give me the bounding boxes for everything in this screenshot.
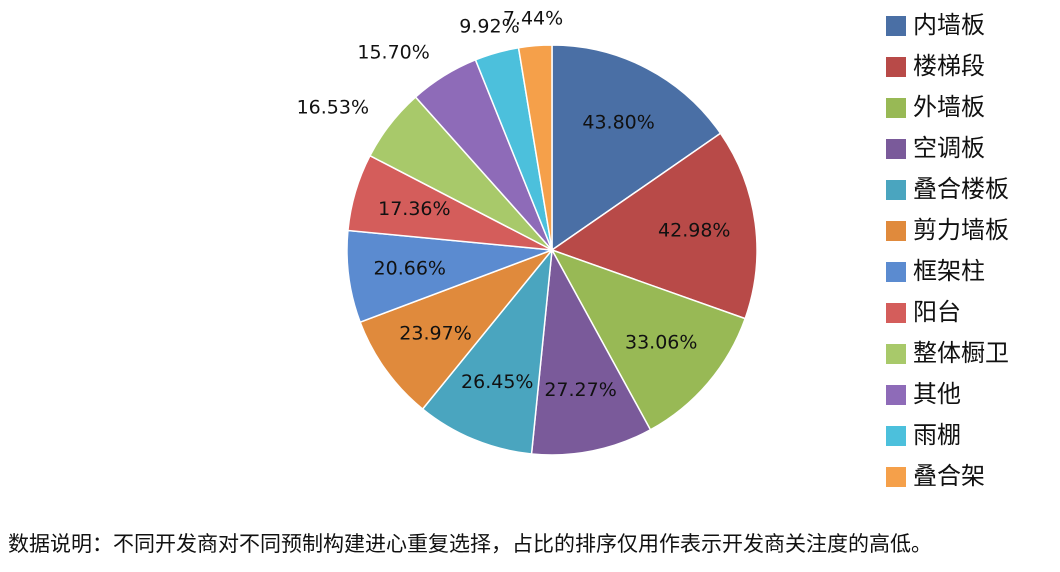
legend-swatch bbox=[886, 221, 906, 241]
legend-swatch bbox=[886, 57, 906, 77]
data-label: 7.44% bbox=[503, 8, 563, 30]
legend-swatch bbox=[886, 344, 906, 364]
footnote: 数据说明：不同开发商对不同预制构建进心重复选择，占比的排序仅用作表示开发商关注度… bbox=[8, 532, 932, 556]
data-label: 20.66% bbox=[374, 257, 446, 279]
pie-slice bbox=[551, 44, 722, 252]
pie-slice bbox=[421, 247, 553, 455]
pie-slice bbox=[550, 132, 758, 320]
data-label: 15.70% bbox=[357, 42, 429, 64]
legend-label: 整体橱卫 bbox=[913, 339, 1009, 367]
legend-label: 楼梯段 bbox=[913, 52, 985, 80]
data-label: 43.80% bbox=[582, 111, 654, 133]
data-label: 26.45% bbox=[461, 371, 533, 393]
legend-swatch bbox=[886, 180, 906, 200]
legend-swatch bbox=[886, 98, 906, 118]
pie-slice bbox=[530, 247, 652, 456]
legend-label: 内墙板 bbox=[913, 11, 985, 39]
legend-swatch bbox=[886, 262, 906, 282]
legend-label: 雨棚 bbox=[913, 421, 961, 449]
legend-label: 叠合楼板 bbox=[913, 175, 1009, 203]
legend-label: 空调板 bbox=[913, 134, 985, 162]
data-label: 16.53% bbox=[297, 96, 369, 118]
legend-swatch bbox=[886, 16, 906, 36]
legend-swatch bbox=[886, 385, 906, 405]
legend-label: 其他 bbox=[913, 380, 961, 408]
pie-slice bbox=[550, 248, 747, 431]
legend-label: 框架柱 bbox=[913, 257, 985, 285]
data-label: 9.92% bbox=[459, 15, 519, 37]
legend-label: 阳台 bbox=[913, 298, 961, 326]
data-label: 42.98% bbox=[658, 220, 730, 242]
data-label: 23.97% bbox=[399, 322, 471, 344]
legend-swatch bbox=[886, 139, 906, 159]
legend-swatch bbox=[886, 426, 906, 446]
legend-swatch bbox=[886, 303, 906, 323]
pie-slice bbox=[359, 248, 555, 411]
legend-label: 剪力墙板 bbox=[913, 216, 1009, 244]
pie-slice bbox=[517, 44, 553, 251]
legend-swatch bbox=[886, 467, 906, 487]
data-label: 27.27% bbox=[544, 379, 616, 401]
data-label: 17.36% bbox=[378, 198, 450, 220]
data-label: 33.06% bbox=[625, 332, 697, 354]
legend-label: 外墙板 bbox=[913, 93, 985, 121]
legend-label: 叠合架 bbox=[913, 462, 985, 490]
